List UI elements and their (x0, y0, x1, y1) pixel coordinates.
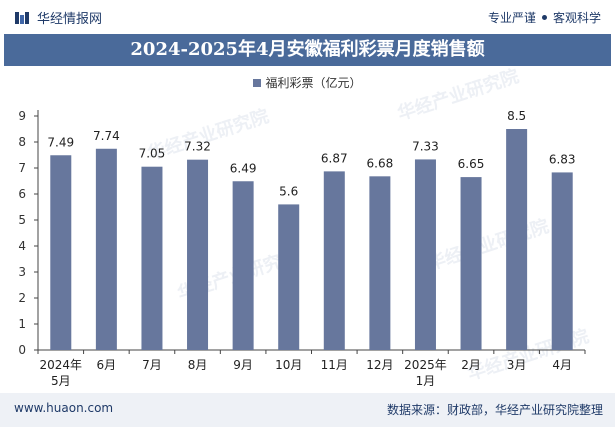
y-tick-label: 3 (18, 265, 26, 279)
axes: 0 1 2 3 4 5 6 7 8 9 (18, 109, 586, 357)
x-tick-label: 2月 (461, 358, 481, 372)
x-tick-label: 12月 (366, 358, 393, 372)
x-tick-label: 2024年 5月 (40, 358, 83, 388)
x-tick-labels: 2024年 5月 6月 7月 8月 9月 10月 11月 12月 2025年 1月 2月 3月 4月 (40, 358, 573, 388)
x-tick-label: 2025年 1月 (404, 358, 447, 388)
separator-dot-icon (541, 15, 547, 20)
bar (187, 159, 209, 350)
y-tick-label: 6 (18, 187, 26, 201)
x-tick-label: 11月 (321, 358, 348, 372)
x-tick-label: 9月 (233, 358, 253, 372)
value-label: 8.5 (507, 109, 526, 123)
value-label: 6.87 (321, 151, 348, 165)
bars (50, 129, 573, 350)
top-bar: 华经情报网 专业严谨 客观科学 (0, 0, 615, 34)
legend-label: 福利彩票（亿元） (265, 76, 362, 90)
bar (414, 159, 436, 350)
x-tick-label: 4月 (552, 358, 572, 372)
y-tick-label: 2 (18, 291, 26, 305)
bar (323, 171, 345, 350)
y-tick-label: 5 (18, 213, 26, 227)
bar (50, 155, 72, 350)
value-label: 6.68 (367, 156, 394, 170)
bar (551, 172, 573, 350)
huajing-logo-icon (15, 11, 29, 24)
value-label: 7.74 (93, 129, 120, 143)
value-label: 6.83 (549, 152, 576, 166)
x-tick-label: 6月 (97, 358, 117, 372)
chart-legend: 福利彩票（亿元） (0, 74, 615, 91)
y-tick-label: 1 (18, 317, 26, 331)
x-tick-label: 3月 (507, 358, 527, 372)
data-source: 数据来源：财政部，华经产业研究院整理 (386, 403, 603, 417)
x-tick-label: 7月 (142, 358, 162, 372)
title-bar: 2024-2025年4月安徽福利彩票月度销售额 (4, 34, 611, 66)
value-labels: 7.49 7.74 7.05 7.32 6.49 5.6 6.87 6.68 7.33 6.65 8… (47, 109, 575, 198)
x-tick-label: 8月 (188, 358, 208, 372)
tagline: 专业严谨 客观科学 (488, 9, 601, 26)
y-tick-label: 0 (18, 343, 26, 357)
tagline-left: 专业严谨 (487, 11, 536, 25)
tagline-right: 客观科学 (552, 11, 601, 25)
value-label: 7.32 (184, 140, 211, 154)
watermark-text: 华经产业研究院 (395, 65, 522, 125)
y-tick-label: 8 (18, 135, 26, 149)
value-label: 6.65 (458, 157, 485, 171)
legend-swatch (253, 78, 262, 87)
value-label: 7.33 (412, 139, 439, 153)
bar (460, 177, 482, 350)
value-label: 7.49 (47, 135, 74, 149)
x-tick-label: 10月 (275, 358, 302, 372)
value-label: 7.05 (139, 147, 166, 161)
site-name: 华经情报网 (37, 12, 103, 27)
bar (369, 176, 391, 350)
chart-title: 2024-2025年4月安徽福利彩票月度销售额 (130, 39, 485, 60)
footer: www.huaon.com 数据来源：财政部，华经产业研究院整理 (0, 393, 615, 427)
bar (95, 148, 117, 350)
bar (506, 129, 528, 350)
bar (278, 204, 300, 350)
y-tick-label: 4 (18, 239, 26, 253)
bar (141, 166, 163, 350)
value-label: 6.49 (230, 161, 257, 175)
brand-logo[interactable]: 华经情报网 (14, 8, 102, 27)
value-label: 5.6 (279, 184, 298, 198)
footer-url[interactable]: www.huaon.com (14, 401, 114, 415)
bar (232, 181, 254, 350)
watermark-text: 华经产业研究院 (425, 215, 552, 275)
y-tick-label: 7 (18, 161, 26, 175)
y-tick-label: 9 (18, 109, 26, 123)
